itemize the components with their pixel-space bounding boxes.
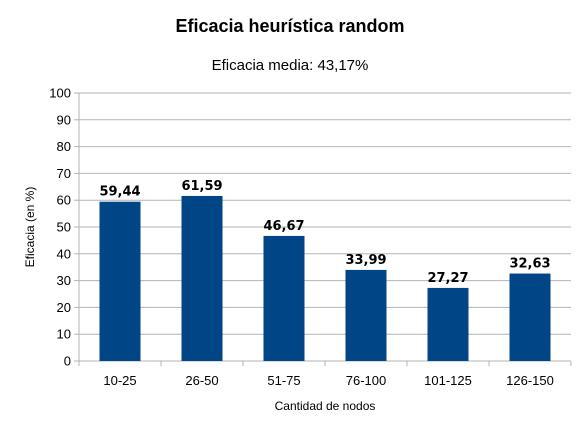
y-tick-label: 60	[57, 193, 71, 208]
y-tick-label: 50	[57, 220, 71, 235]
x-tick-label: 26-50	[185, 373, 218, 388]
y-tick-label: 70	[57, 166, 71, 181]
data-label: 33,99	[345, 253, 386, 268]
chart-subtitle: Eficacia media: 43,17%	[211, 57, 369, 74]
y-tick-label: 0	[64, 354, 71, 369]
y-axis-title: Eficacia (en %)	[23, 187, 37, 268]
data-label: 32,63	[509, 257, 550, 272]
data-label: 46,67	[263, 219, 304, 234]
y-tick-label: 90	[57, 112, 71, 127]
y-tick-label: 40	[57, 246, 71, 261]
y-tick-label: 20	[57, 300, 71, 315]
x-axis-title: Cantidad de nodos	[275, 399, 376, 413]
x-tick-label: 10-25	[103, 373, 136, 388]
x-tick-label: 76-100	[346, 373, 386, 388]
bar-26-50	[181, 195, 223, 361]
chart-title: Eficacia heurística random	[175, 16, 405, 36]
data-label: 27,27	[427, 271, 468, 286]
y-tick-label: 10	[57, 327, 71, 342]
bar-10-25	[99, 201, 141, 361]
data-label: 59,44	[99, 185, 140, 200]
bar-126-150	[509, 273, 551, 361]
data-label: 61,59	[181, 179, 222, 194]
y-tick-label: 100	[49, 86, 71, 101]
y-tick-label: 80	[57, 139, 71, 154]
x-tick-label: 101-125	[424, 373, 472, 388]
x-tick-label: 126-150	[506, 373, 554, 388]
x-tick-label: 51-75	[267, 373, 300, 388]
y-tick-label: 30	[57, 273, 71, 288]
bar-51-75	[263, 235, 305, 361]
bar-101-125	[427, 287, 469, 361]
bar-76-100	[345, 269, 387, 361]
